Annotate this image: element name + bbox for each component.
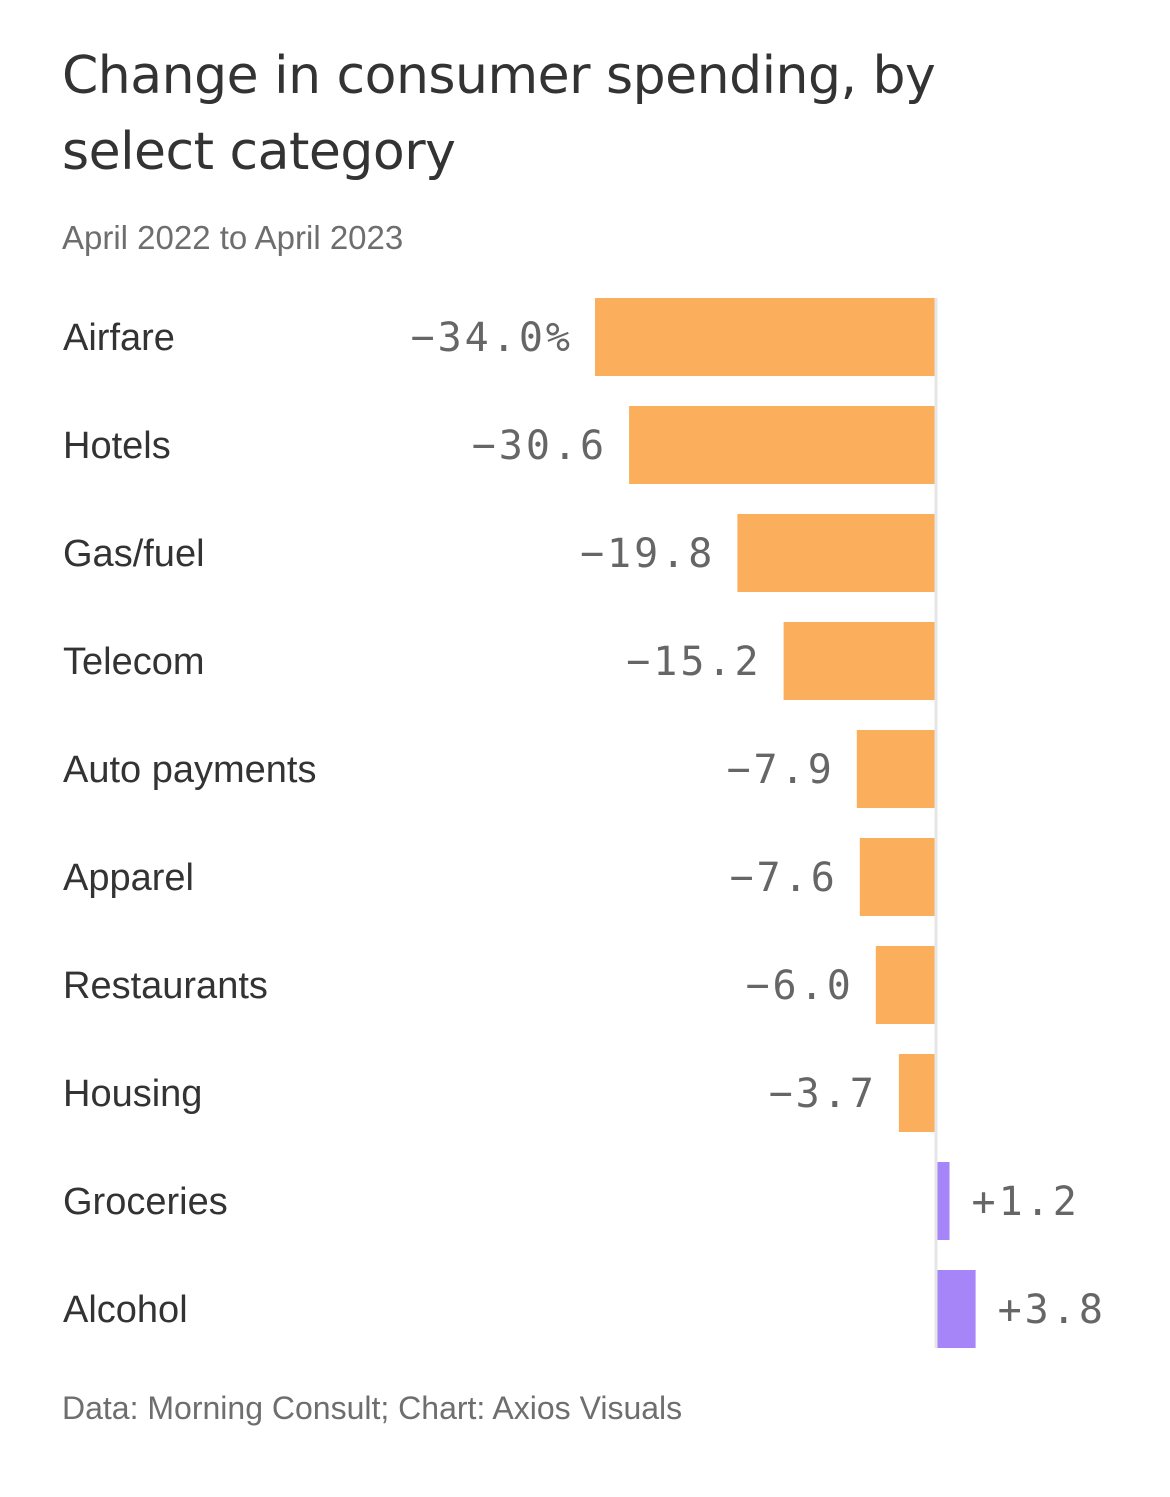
category-label: Hotels: [63, 425, 171, 467]
category-label: Apparel: [63, 857, 194, 899]
value-label: −34.0%: [411, 315, 574, 361]
value-label: −3.7: [769, 1071, 877, 1117]
value-label: −15.2: [626, 639, 761, 685]
category-label: Telecom: [63, 641, 205, 683]
chart-title: Change in consumer spending, by select c…: [62, 46, 936, 182]
value-label: −30.6: [472, 423, 607, 469]
category-label: Gas/fuel: [63, 533, 205, 575]
category-label: Alcohol: [63, 1289, 188, 1331]
value-label: −6.0: [745, 963, 853, 1009]
bar-airfare: [595, 298, 936, 376]
labels-group: Airfare −34.0% Hotels −30.6 Gas/fuel −19.8 Tel…: [63, 315, 1106, 1333]
source-note: Data: Morning Consult; Chart: Axios Visu…: [62, 1390, 683, 1426]
bar-restaurants: [875, 946, 936, 1024]
value-label: −7.6: [729, 855, 837, 901]
bar-telecom: [783, 622, 936, 700]
bar-auto-payments: [856, 730, 936, 808]
bar-groceries: [937, 1162, 950, 1240]
category-label: Housing: [63, 1073, 202, 1115]
value-label: −19.8: [580, 531, 715, 577]
value-label: +3.8: [998, 1287, 1106, 1333]
chart-subtitle: April 2022 to April 2023: [62, 219, 404, 256]
bar-apparel: [859, 838, 936, 916]
value-label: +1.2: [972, 1179, 1080, 1225]
category-label: Auto payments: [63, 749, 316, 791]
bars-group: [595, 298, 976, 1348]
bar-alcohol: [937, 1270, 976, 1348]
category-label: Airfare: [63, 317, 175, 359]
value-label: −7.9: [726, 747, 834, 793]
category-label: Restaurants: [63, 965, 268, 1007]
category-label: Groceries: [63, 1181, 228, 1223]
bar-housing: [898, 1054, 936, 1132]
bar-gas-fuel: [737, 514, 936, 592]
bar-hotels: [629, 406, 936, 484]
